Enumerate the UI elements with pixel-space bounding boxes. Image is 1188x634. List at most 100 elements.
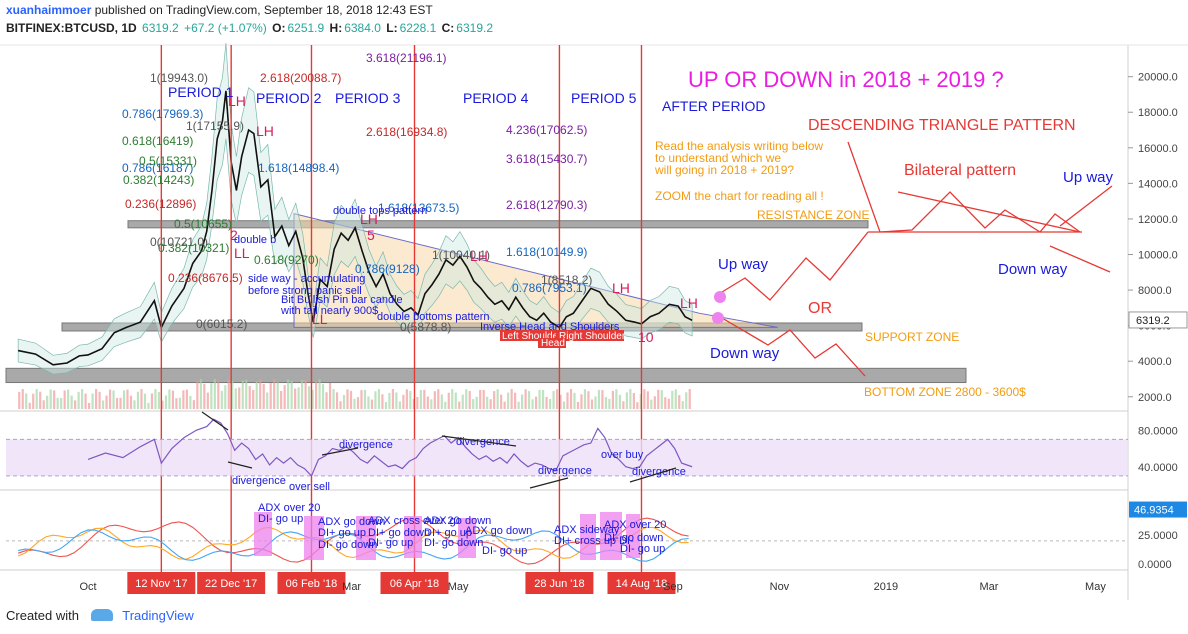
double-tops-label: double tops pattern: [333, 205, 427, 217]
volume-bar: [527, 391, 531, 409]
analysis-note-line: to understand which we: [655, 151, 781, 165]
resistance-zone-bar: [127, 220, 869, 229]
volume-bar: [496, 389, 499, 409]
adx-highlight-box: [626, 514, 640, 558]
adx-highlight-box: [254, 512, 272, 556]
volume-bar: [472, 399, 475, 409]
fib-green-label: 0.382(14243): [123, 173, 194, 187]
adx-annotation-label: ADX over 20: [258, 502, 320, 514]
volume-bar: [444, 401, 447, 409]
volume-bar: [77, 391, 80, 409]
volume-bar: [423, 389, 426, 409]
volume-bar: [465, 389, 468, 409]
bilateral-down-arrow: [1049, 245, 1111, 273]
volume-bar: [688, 389, 691, 409]
volume-bar: [101, 400, 105, 409]
price-tick-label: 18000.0: [1138, 107, 1178, 119]
period-label: PERIOD 3: [335, 90, 401, 106]
volume-bar: [192, 400, 195, 409]
volume-bar: [241, 380, 244, 409]
fib-red-label: 0.236(12896): [125, 197, 196, 211]
adx-highlight-box: [404, 516, 422, 558]
volume-bar: [618, 394, 621, 409]
volume-bar: [660, 390, 663, 409]
volume-bar: [391, 389, 395, 409]
lh-label: LH: [360, 211, 378, 227]
volume-bar: [608, 398, 611, 409]
volume-bar: [667, 398, 670, 409]
volume-bar: [108, 389, 112, 409]
analysis-note-line: will going in 2018 + 2019?: [654, 163, 794, 177]
after-period-label: AFTER PERIOD: [662, 98, 765, 114]
volume-bar: [349, 390, 353, 409]
volume-bar: [18, 391, 21, 409]
rsi-over-buy-label: over buy: [601, 449, 644, 461]
rsi-line: [87, 418, 693, 477]
volume-bar: [594, 396, 597, 409]
volume-bar: [419, 390, 422, 409]
volume-bar: [409, 390, 412, 409]
adx-annotation-label: DI+ go up: [318, 527, 366, 539]
date-marker-label: 14 Aug '18: [616, 578, 668, 590]
volume-bar: [381, 394, 384, 409]
adx-annotation-label: ADX sideway: [554, 524, 620, 536]
head-badge: [538, 338, 566, 348]
volume-bar: [653, 396, 656, 409]
fib-gray-label: 1(10040.1): [432, 248, 490, 262]
adx-last-value-label: 46.9354: [1134, 505, 1174, 517]
fib-blue-label: 0.786(9128): [355, 262, 420, 276]
chart-canvas[interactable]: 2000.04000.06000.08000.010000.012000.014…: [0, 0, 1188, 600]
volume-bar: [650, 399, 653, 409]
adx-tick-label: 25.0000: [1138, 530, 1178, 542]
fib-gray-label: 1(19943.0): [150, 71, 208, 85]
volume-bar: [625, 392, 628, 409]
volume-bar: [461, 394, 464, 409]
volume-bar: [363, 389, 367, 409]
rsi-tick-label: 40.0000: [1138, 462, 1178, 474]
volume-bar: [143, 393, 147, 409]
down-way-right-label: Down way: [998, 261, 1068, 278]
adx-annotation-label: ADX go down: [424, 515, 491, 527]
up-way-label: Up way: [718, 256, 769, 273]
volume-bar: [325, 392, 328, 409]
volume-bar: [88, 403, 91, 409]
fib-gray-label: 1(17155.9): [186, 119, 244, 133]
right-shoulder-badge: [556, 330, 624, 341]
head-label: Head: [541, 338, 565, 349]
volume-bar: [234, 388, 237, 409]
volume-bar: [70, 395, 73, 409]
author-name[interactable]: xuanhaimmoer: [6, 3, 92, 17]
adx-annotation-label: DI- go up: [620, 543, 665, 555]
volume-bar: [25, 393, 28, 409]
volume-bar: [39, 391, 42, 409]
adx-annotation-label: ADX go down: [318, 516, 385, 528]
adx-annotation-label: ADX over 20: [604, 519, 666, 531]
volume-bar: [681, 401, 684, 409]
fib-purple-label: 3.618(21196.1): [366, 51, 447, 65]
volume-bar: [294, 388, 297, 409]
volume-bar: [227, 379, 230, 409]
volume-bar: [479, 389, 482, 409]
volume-bar: [53, 390, 56, 409]
volume-bar: [98, 391, 101, 409]
fib-red-label: 0.236(8676.5): [168, 271, 243, 285]
fib-blue-label: 1.618(14898.4): [258, 161, 339, 175]
date-marker-label: 12 Nov '17: [135, 578, 187, 590]
volume-bar: [437, 389, 440, 409]
pattern-label: DESCENDING TRIANGLE PATTERN: [808, 117, 1076, 134]
bilateral-pattern-label: Bilateral pattern: [904, 162, 1016, 179]
volume-bar: [157, 391, 161, 409]
volume-bar: [46, 395, 49, 409]
bottom-zone-bar: [5, 367, 967, 384]
volume-bar: [168, 389, 171, 409]
volume-bar: [161, 400, 164, 409]
price-tick-label: 20000.0: [1138, 72, 1178, 84]
tradingview-link[interactable]: TradingView: [122, 608, 194, 623]
di-minus-line: [18, 529, 689, 562]
ll-label: LL: [234, 245, 250, 261]
volume-bar: [311, 389, 314, 409]
date-marker-badge: [380, 572, 449, 594]
adx-highlight-box: [600, 512, 622, 560]
time-axis-label: Mar: [979, 581, 998, 593]
rsi-divergence-label: divergence: [339, 439, 393, 451]
